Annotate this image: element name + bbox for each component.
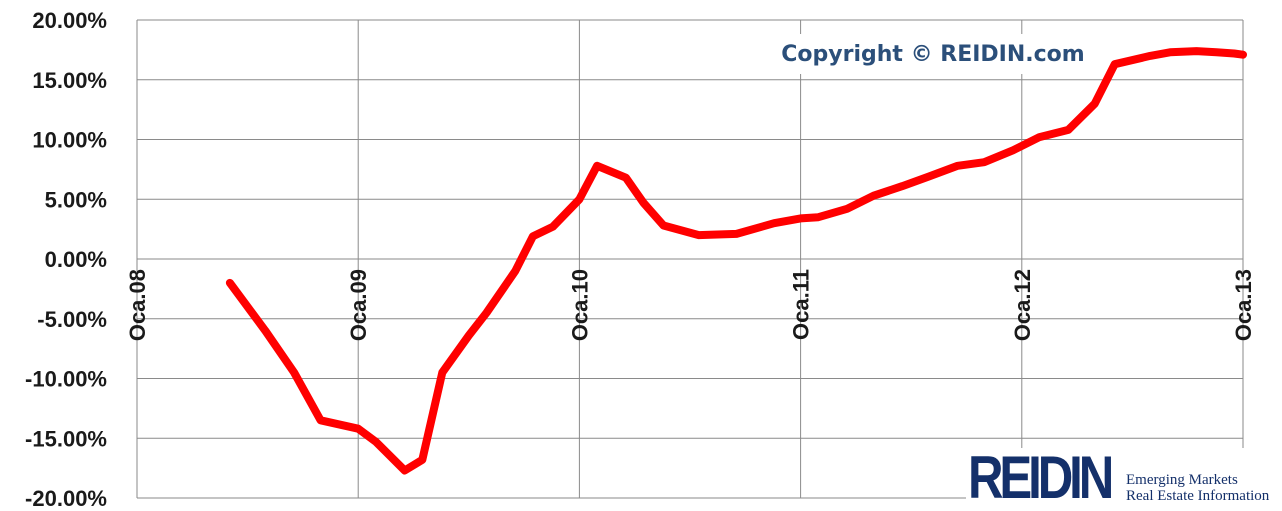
copyright-watermark: Copyright © REIDIN.com — [768, 34, 1098, 74]
y-axis: 20.00% 15.00% 10.00% 5.00% 0.00% -5.00% -10.00… — [25, 8, 107, 509]
logo-wordmark: REIDIN — [968, 444, 1114, 511]
chart-grid — [136, 19, 1244, 499]
chart-series — [225, 47, 1247, 475]
x-tick-label: Oca.10 — [567, 269, 592, 341]
series-line — [225, 47, 1247, 475]
x-axis: Oca.08 Oca.09 Oca.10 Oca.11 Oca.12 Oca.13 — [125, 269, 1256, 341]
y-tick-label: 5.00% — [45, 187, 107, 212]
y-tick-label: -5.00% — [37, 307, 107, 332]
x-tick-label: Oca.12 — [1010, 269, 1035, 341]
x-tick-label: Oca.09 — [346, 269, 371, 341]
reidin-logo: REIDIN Emerging Markets Real Estate Info… — [966, 448, 1278, 509]
y-tick-label: 20.00% — [32, 8, 107, 33]
x-tick-label: Oca.08 — [125, 269, 150, 341]
y-tick-label: -10.00% — [25, 367, 107, 392]
y-tick-label: 15.00% — [32, 68, 107, 93]
y-tick-label: -15.00% — [25, 426, 107, 451]
logo-tagline-2: Real Estate Information — [1126, 488, 1270, 504]
y-tick-label: -20.00% — [25, 486, 107, 509]
x-tick-label: Oca.13 — [1231, 269, 1256, 341]
y-tick-label: 0.00% — [45, 247, 107, 272]
y-tick-label: 10.00% — [32, 128, 107, 153]
logo-tagline-1: Emerging Markets — [1126, 472, 1238, 488]
x-tick-label: Oca.11 — [789, 269, 814, 340]
